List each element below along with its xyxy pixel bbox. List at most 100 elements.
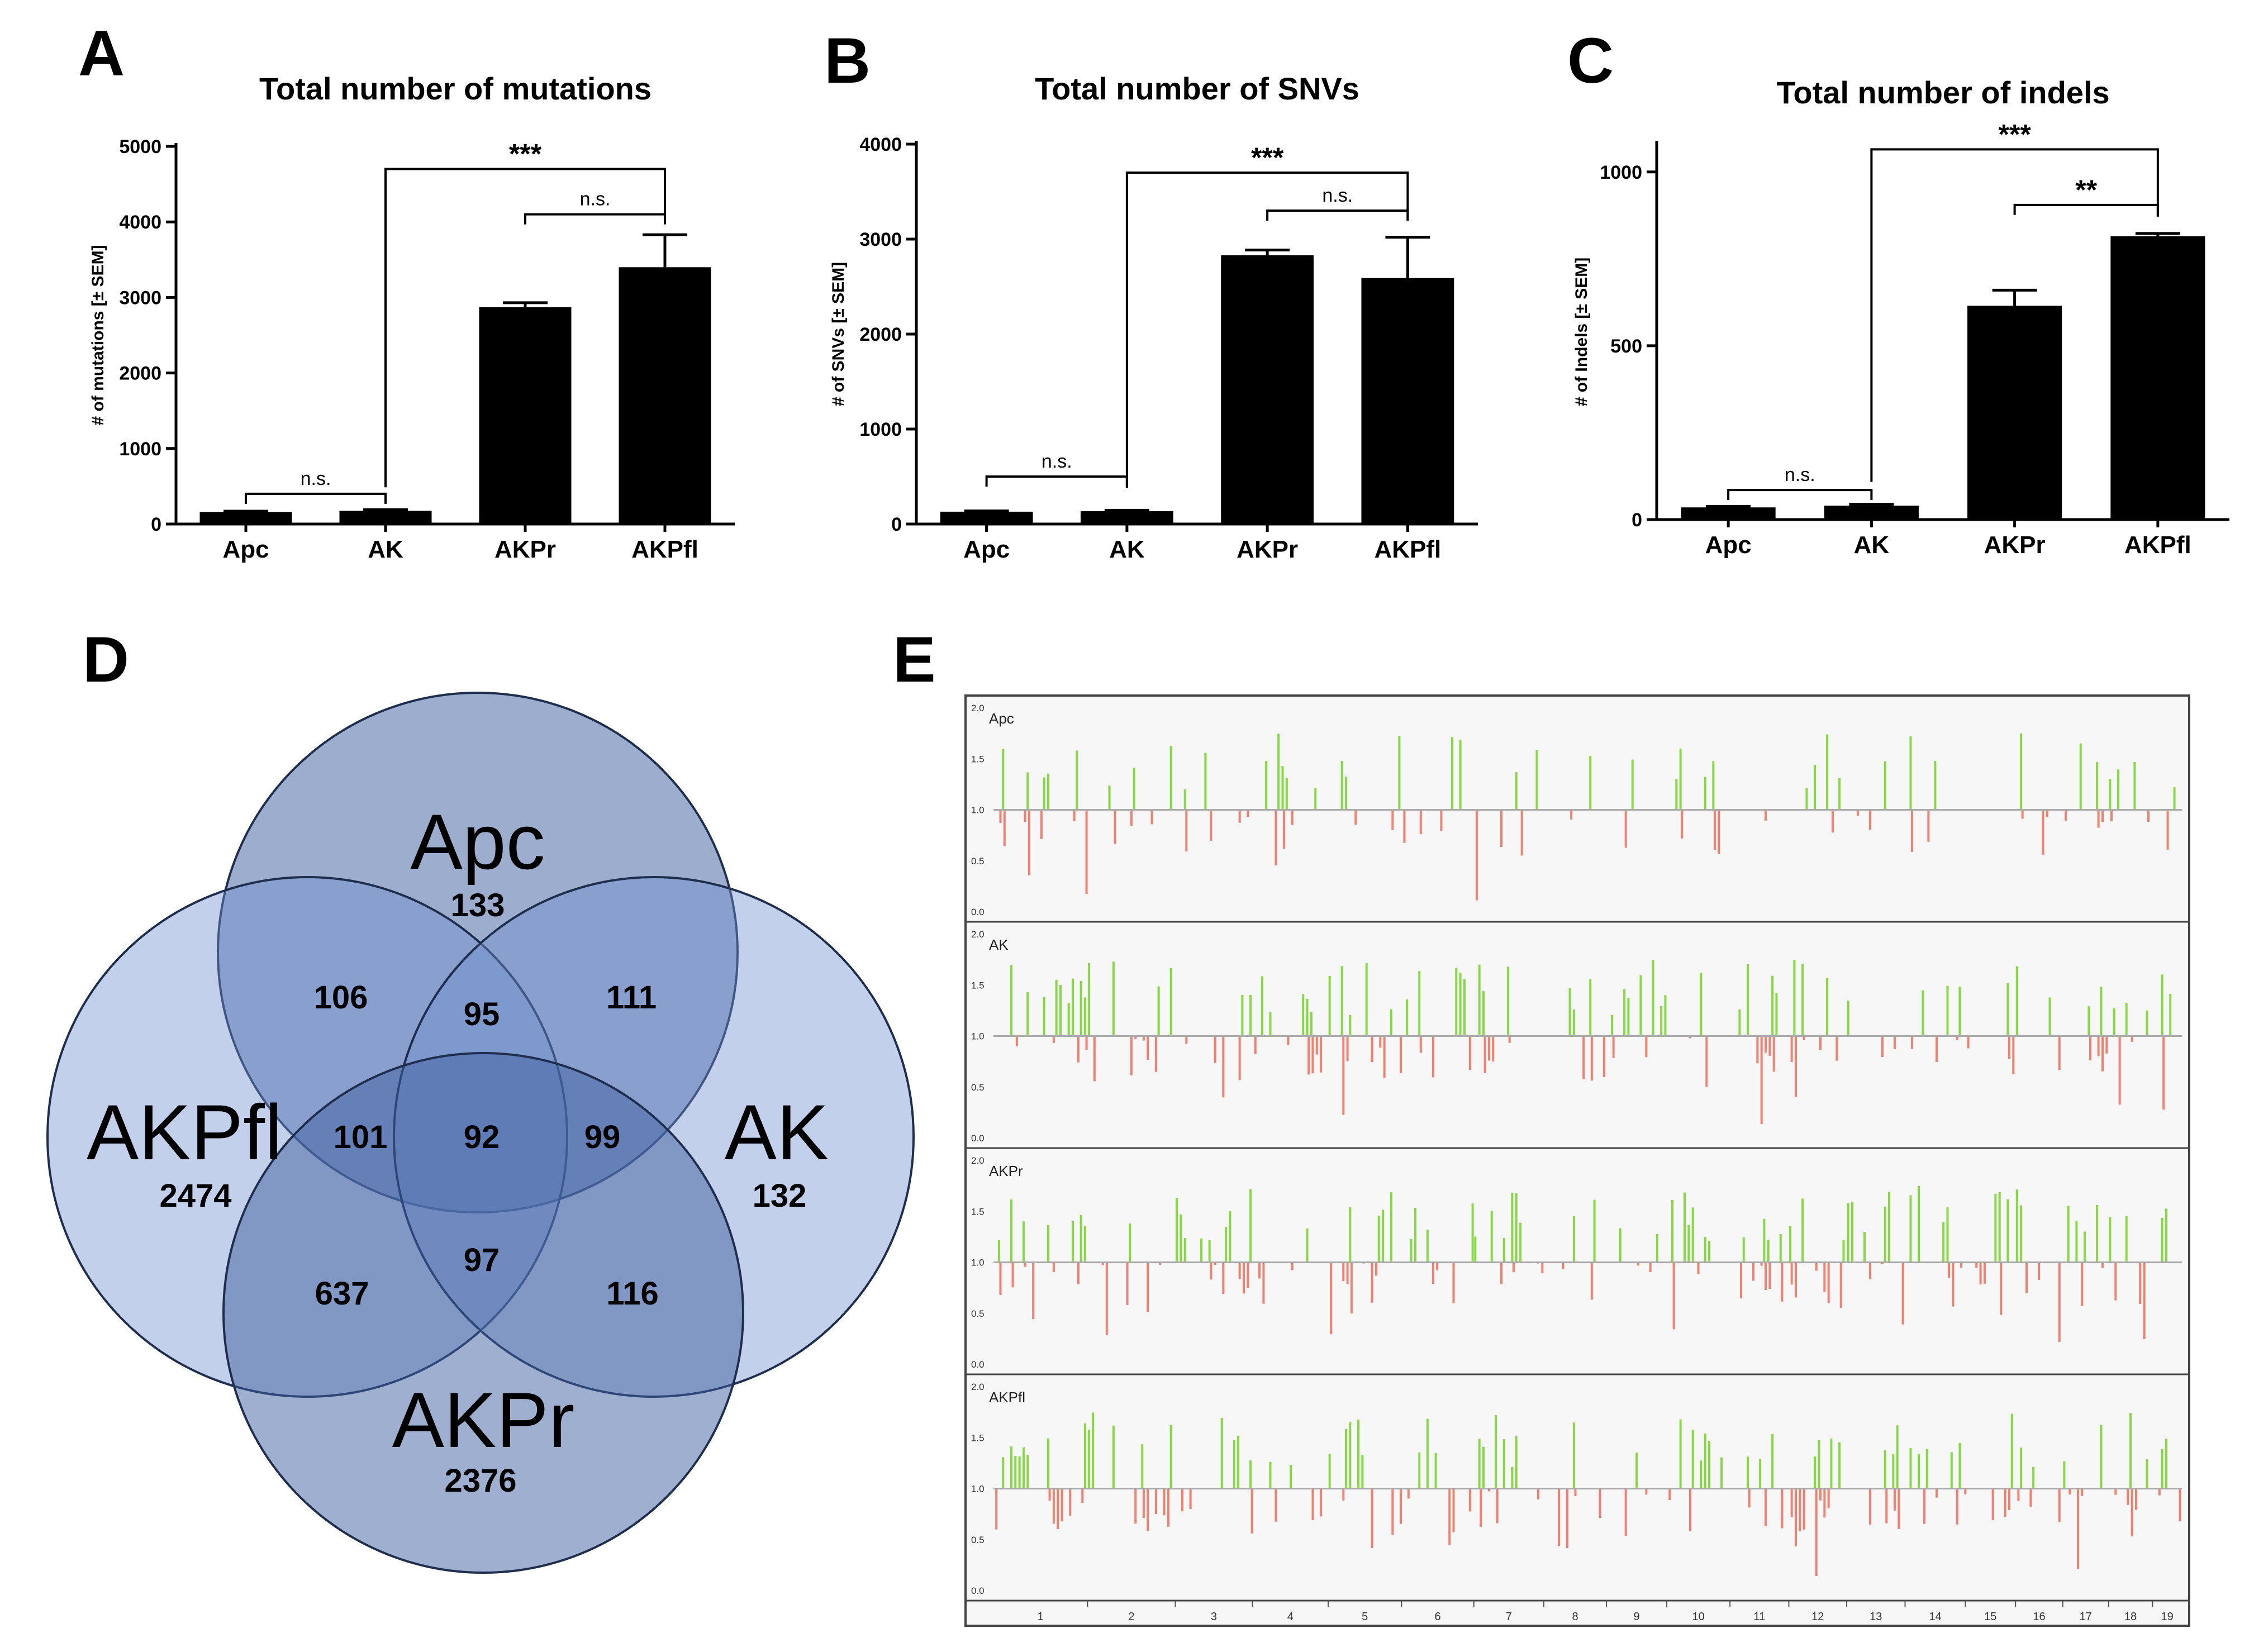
x-tick-label-apc: Apc	[963, 536, 1010, 563]
bar-ak	[339, 511, 432, 524]
y-tick-label: 1000	[119, 439, 161, 460]
y-axis-label: # of Indels [± SEM]	[1572, 258, 1591, 406]
chromosome-label: 2	[1128, 1611, 1134, 1623]
y-tick-label: 0.5	[971, 856, 985, 867]
x-tick-label-apc: Apc	[222, 536, 269, 563]
significance-bracket	[1727, 489, 1873, 501]
chromosome-label: 18	[2124, 1611, 2137, 1623]
bar-ak	[1824, 506, 1919, 520]
y-tick-label: 1.5	[971, 754, 985, 764]
y-tick-label: 2000	[119, 363, 161, 384]
venn-set-label-akpfl: AKPfl	[87, 1088, 282, 1176]
significance-label: n.s.	[1322, 185, 1353, 206]
y-tick-label: 2.0	[971, 929, 985, 940]
venn-unique-akpr: 2376	[444, 1463, 516, 1499]
bar-akpfl	[619, 267, 711, 524]
significance-label: ***	[509, 139, 542, 170]
significance-bracket	[524, 213, 666, 225]
x-tick-label-akpr: AKPr	[1237, 536, 1298, 563]
x-tick-label-akpr: AKPr	[494, 536, 556, 563]
venn-region-apc-akpfl: 106	[314, 979, 368, 1016]
y-tick-label: 5000	[119, 136, 161, 158]
chromosome-label: 6	[1434, 1611, 1440, 1623]
venn-set-label-ak: AK	[725, 1088, 829, 1176]
chromosome-label: 11	[1753, 1611, 1765, 1623]
significance-label: n.s.	[1042, 451, 1072, 472]
y-tick-label: 0.0	[971, 1359, 985, 1370]
panel-letter-c: C	[1567, 25, 1614, 97]
bar-apc	[199, 512, 292, 524]
y-tick-label: 1000	[1600, 162, 1642, 183]
significance-bracket	[2013, 203, 2159, 215]
significance-bracket	[384, 168, 666, 488]
profile-frame	[964, 694, 2190, 1627]
chromosome-label: 10	[1692, 1611, 1704, 1623]
bar-akpfl	[2110, 236, 2205, 520]
panel-letter-b: B	[824, 25, 871, 97]
chromosome-label: 5	[1362, 1611, 1368, 1623]
y-tick-label: 0.0	[971, 907, 985, 917]
chromosome-label: 13	[1870, 1611, 1882, 1623]
y-tick-label: 1.5	[971, 980, 985, 991]
significance-label: **	[2075, 174, 2097, 206]
y-tick-label: 3000	[859, 229, 902, 250]
chromosome-label: 8	[1572, 1611, 1578, 1623]
chart-title: Total number of SNVs	[1035, 71, 1359, 106]
chart-a-total-mutations: Total number of mutations # of mutations …	[89, 71, 735, 563]
x-tick-label-apc: Apc	[1705, 531, 1752, 559]
panel-letter-d: D	[83, 624, 129, 696]
y-tick-label: 2.0	[971, 1382, 985, 1392]
y-tick-label: 4000	[119, 212, 161, 233]
chromosome-label: 14	[1929, 1611, 1941, 1623]
chromosome-label: 1	[1038, 1611, 1044, 1623]
venn-region-apc-akpfl-ak: 95	[464, 996, 500, 1032]
significance-label: n.s.	[1785, 464, 1815, 485]
y-tick-label: 3000	[119, 287, 161, 308]
chart-title: Total number of indels	[1776, 75, 2109, 110]
bar-ak	[1080, 511, 1173, 524]
y-tick-label: 1000	[859, 419, 902, 440]
significance-bracket	[1125, 172, 1409, 488]
x-tick-label-akpr: AKPr	[1984, 531, 2046, 559]
chromosome-label: 16	[2033, 1611, 2045, 1623]
chromosome-label: 4	[1287, 1611, 1294, 1623]
significance-bracket	[1870, 148, 2159, 482]
bar-akpr	[1221, 255, 1314, 524]
venn-circle-akpr	[222, 1052, 744, 1574]
y-axis-label: # of mutations [± SEM]	[89, 245, 107, 425]
sample-name-akpfl: AKPfl	[989, 1389, 1025, 1406]
significance-label: n.s.	[301, 468, 331, 489]
venn-region-apc-ak-akpr: 99	[584, 1119, 621, 1155]
y-tick-label: 0	[151, 514, 161, 535]
venn-region-apc-ak: 111	[606, 979, 657, 1016]
copy-number-profile: 2.0 1.5 1.0 0.5 0.0 Apc 2.0 1.5 1.0 0.5 0.0 AK 2.0 1.…	[964, 694, 2190, 1627]
venn-region-ak-akpr: 116	[606, 1275, 659, 1312]
y-tick-label: 0.0	[971, 1133, 985, 1144]
x-tick-label-ak: AK	[1109, 536, 1145, 563]
significance-label: ***	[1251, 142, 1284, 173]
bar-apc	[1681, 507, 1776, 520]
chart-b-total-snvs: Total number of SNVs # of SNVs [± SEM] 0 10…	[829, 71, 1478, 563]
bar-akpr	[479, 307, 572, 524]
significance-label: n.s.	[580, 189, 611, 210]
y-tick-label: 2.0	[971, 1155, 985, 1166]
y-tick-label: 0	[1632, 510, 1642, 531]
y-tick-label: 0	[891, 514, 902, 535]
chromosome-label: 12	[1811, 1611, 1824, 1623]
y-axis-label: # of SNVs [± SEM]	[829, 262, 848, 406]
venn-set-label-apc: Apc	[410, 798, 545, 885]
y-tick-label: 4000	[859, 134, 902, 155]
significance-label: ***	[1998, 118, 2031, 150]
y-tick-label: 1.0	[971, 1258, 985, 1268]
y-tick-label: 0.0	[971, 1586, 985, 1596]
panel-letter-a: A	[78, 18, 125, 89]
sample-name-ak: AK	[989, 936, 1009, 953]
y-tick-label: 1.5	[971, 1206, 985, 1217]
chromosome-label: 9	[1634, 1611, 1640, 1623]
venn-unique-ak: 132	[753, 1178, 807, 1214]
x-tick-label-ak: AK	[1854, 531, 1890, 559]
y-tick-label: 1.0	[971, 805, 985, 816]
chart-title: Total number of mutations	[259, 71, 652, 106]
bar-akpfl	[1361, 278, 1454, 524]
